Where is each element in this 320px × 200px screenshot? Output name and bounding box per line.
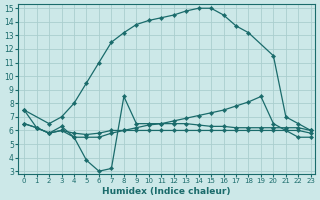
X-axis label: Humidex (Indice chaleur): Humidex (Indice chaleur) [102, 187, 230, 196]
